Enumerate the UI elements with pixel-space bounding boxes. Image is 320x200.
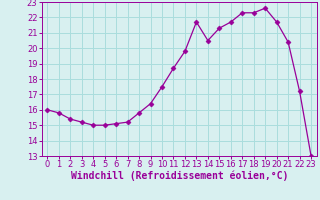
X-axis label: Windchill (Refroidissement éolien,°C): Windchill (Refroidissement éolien,°C) <box>70 171 288 181</box>
